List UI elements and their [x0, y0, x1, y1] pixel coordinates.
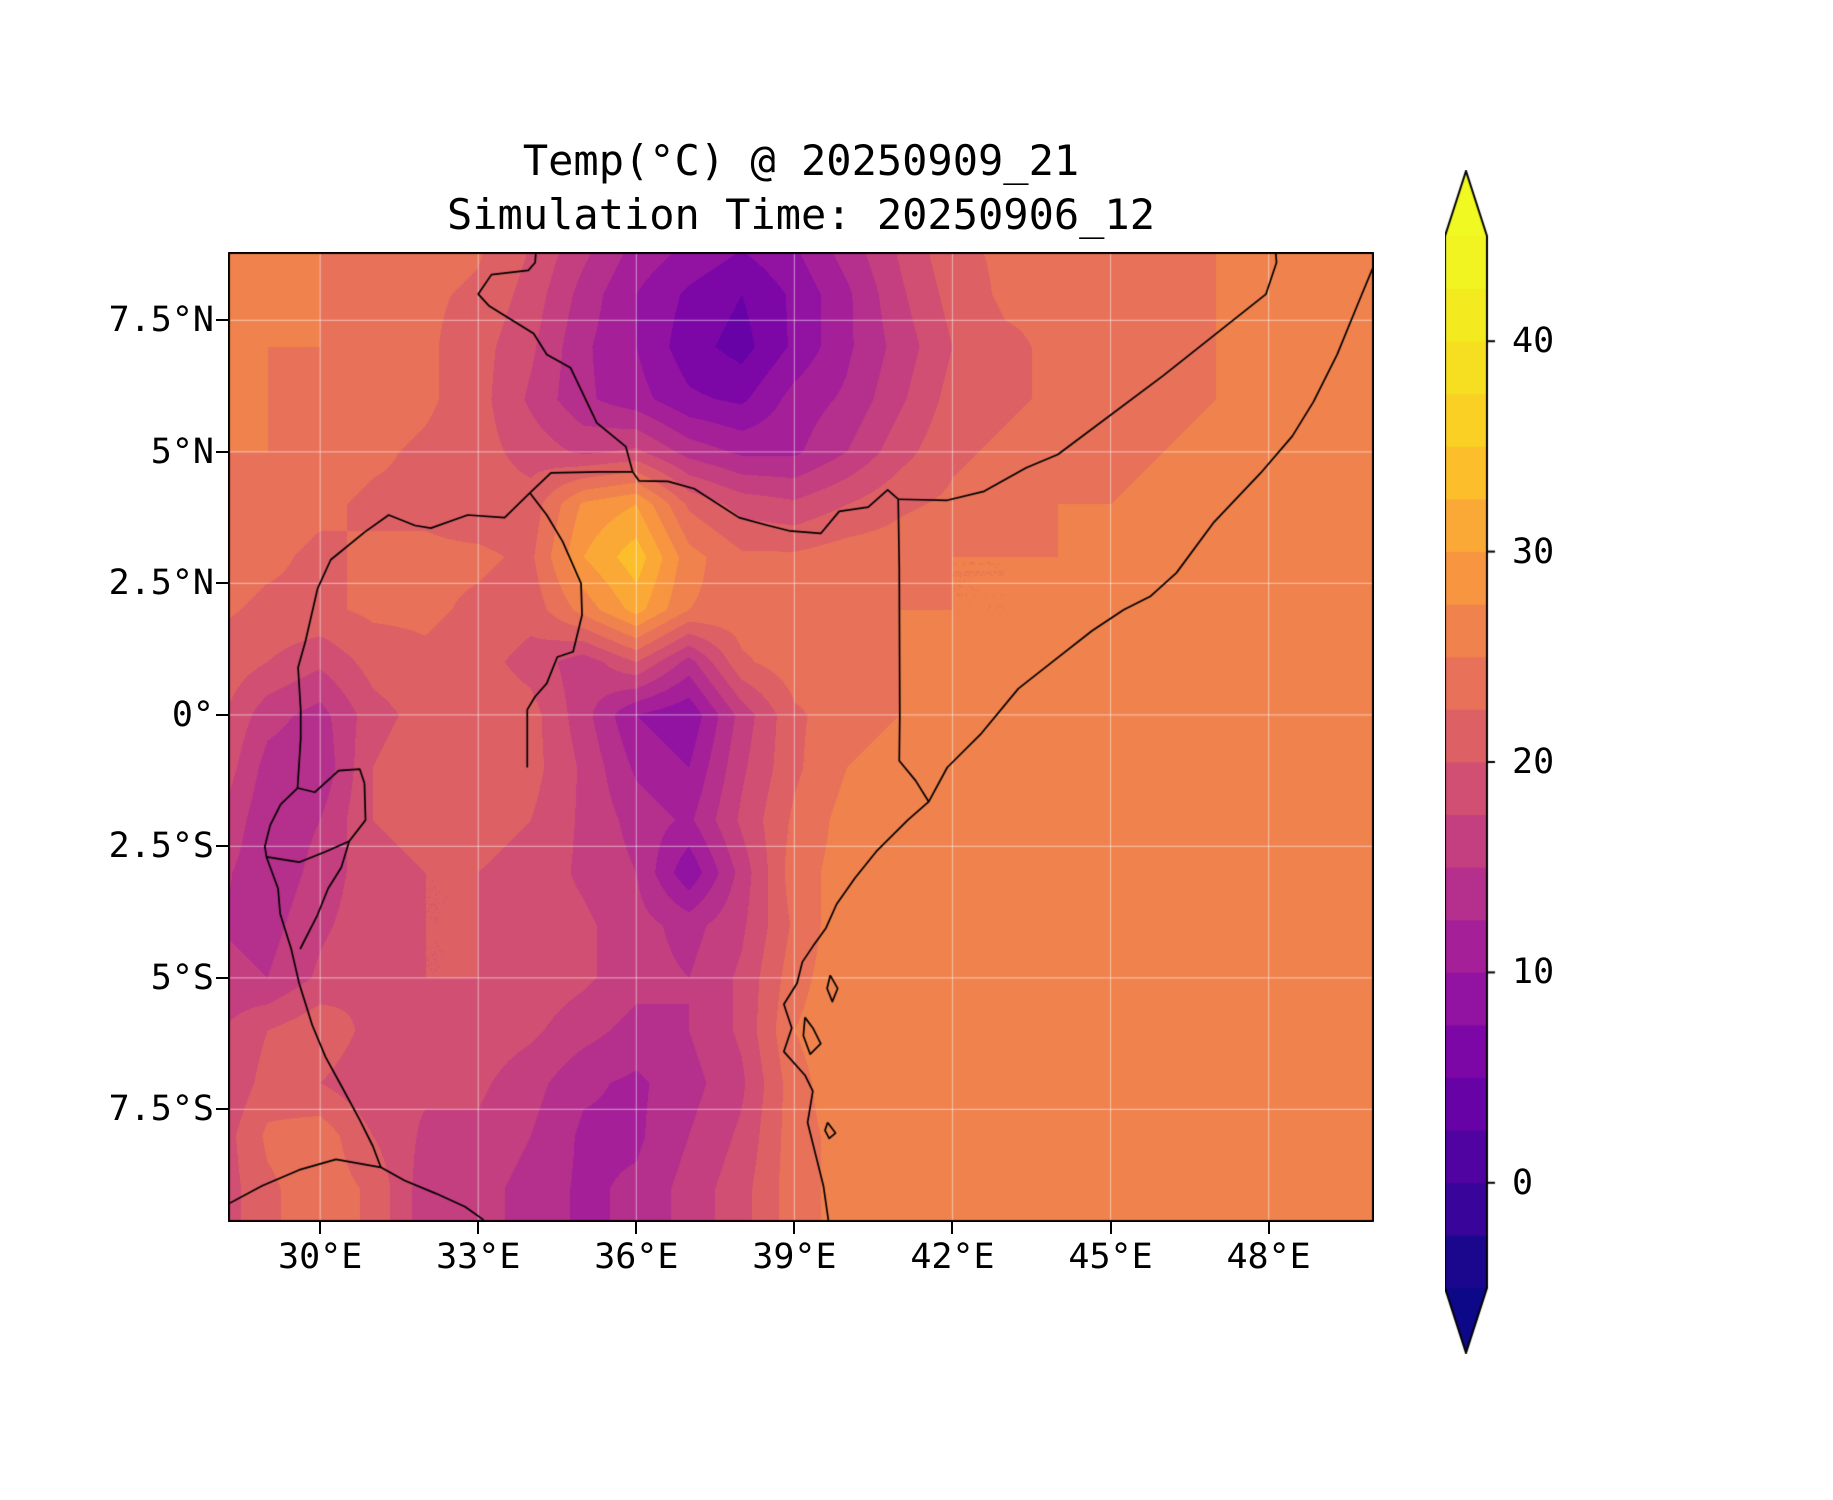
colorbar-tick-label: 40 [1512, 321, 1555, 362]
lat-tick-label: 5°N [150, 431, 214, 472]
lon-tick-label: 42°E [910, 1237, 995, 1277]
lat-tick-mark [216, 713, 228, 716]
lat-tick-label: 5°S [150, 957, 214, 998]
lon-tick-label: 48°E [1226, 1237, 1311, 1277]
lat-tick-mark [216, 1108, 228, 1111]
lat-tick-mark [216, 976, 228, 979]
colorbar-tick-label: 10 [1512, 952, 1555, 993]
lat-tick-mark [216, 319, 228, 322]
lon-tick-label: 39°E [752, 1237, 837, 1277]
lat-tick-label: 2.5°N [108, 563, 214, 604]
colorbar-tick-label: 30 [1512, 531, 1555, 572]
lon-tick-mark [319, 1222, 322, 1234]
lon-tick-label: 30°E [278, 1237, 363, 1277]
lat-tick-mark [216, 450, 228, 453]
lon-tick-mark [477, 1222, 480, 1234]
lat-tick-label: 2.5°S [108, 826, 214, 867]
lon-tick-mark [951, 1222, 954, 1234]
lon-tick-label: 33°E [436, 1237, 521, 1277]
temperature-map-canvas [228, 252, 1374, 1222]
colorbar-tick-label: 0 [1512, 1162, 1534, 1203]
lon-tick-label: 45°E [1068, 1237, 1153, 1277]
lon-tick-mark [793, 1222, 796, 1234]
lat-tick-mark [216, 845, 228, 848]
lat-tick-mark [216, 582, 228, 585]
lon-tick-mark [1267, 1222, 1270, 1234]
lon-tick-label: 36°E [594, 1237, 679, 1277]
lat-tick-label: 7.5°N [108, 300, 214, 341]
lon-tick-mark [1109, 1222, 1112, 1234]
lat-tick-label: 0° [171, 694, 214, 735]
colorbar-tick-label: 20 [1512, 742, 1555, 782]
chart-subtitle: Simulation Time: 20250906_12 [446, 190, 1155, 239]
colorbar-canvas [1445, 170, 1503, 1354]
lat-tick-label: 7.5°S [108, 1089, 214, 1130]
chart-title: Temp(°C) @ 20250909_21 [522, 136, 1080, 185]
lon-tick-mark [635, 1222, 638, 1234]
